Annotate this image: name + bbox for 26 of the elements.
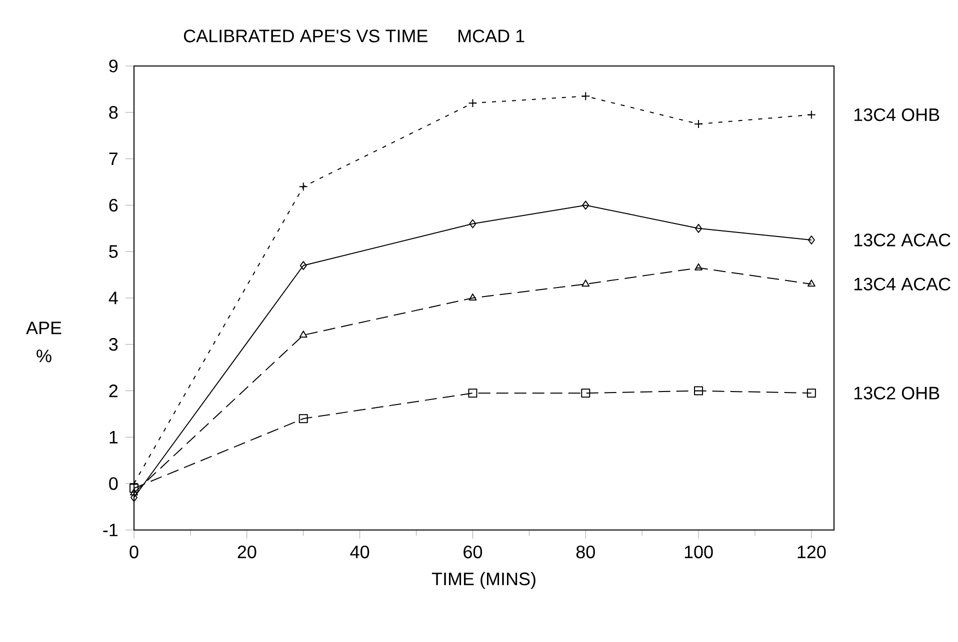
y-tick-label: 8 xyxy=(109,106,118,119)
x-tick-label: 0 xyxy=(130,546,138,558)
y-axis-title: APE % xyxy=(26,322,62,362)
y-tick-label: 7 xyxy=(109,152,118,165)
chart-subtitle: MCAD 1 xyxy=(458,30,524,42)
text: 13C4 ACAC xyxy=(854,278,950,290)
y-tick-label: 1 xyxy=(110,430,118,444)
text: 13C2 OHB xyxy=(854,386,940,400)
x-tick-label: 80 xyxy=(576,546,595,558)
text: 13C4 OHB xyxy=(854,108,940,122)
x-tick-label: 20 xyxy=(238,546,256,558)
y-tick-label: 3 xyxy=(109,338,118,351)
y-tick-label: 6 xyxy=(109,198,118,212)
y-tick-label: 0 xyxy=(109,477,118,490)
x-tick-label: 100 xyxy=(684,546,713,558)
y-tick-label: 4 xyxy=(108,292,118,304)
chart-title: CALIBRATED APE'S VS TIME xyxy=(184,30,428,42)
x-tick-label: 120 xyxy=(798,546,826,558)
text: 13C2 ACAC xyxy=(854,234,950,246)
x-tick-label: 40 xyxy=(350,546,370,558)
y-tick-label: 5 xyxy=(109,245,118,258)
y-tick-label: 9 xyxy=(109,60,118,72)
x-tick-label: 60 xyxy=(464,546,482,558)
y-tick-label: 2 xyxy=(109,384,118,398)
x-axis-title: TIME (MINS) xyxy=(432,572,536,589)
y-tick-label: -1 xyxy=(103,524,118,536)
